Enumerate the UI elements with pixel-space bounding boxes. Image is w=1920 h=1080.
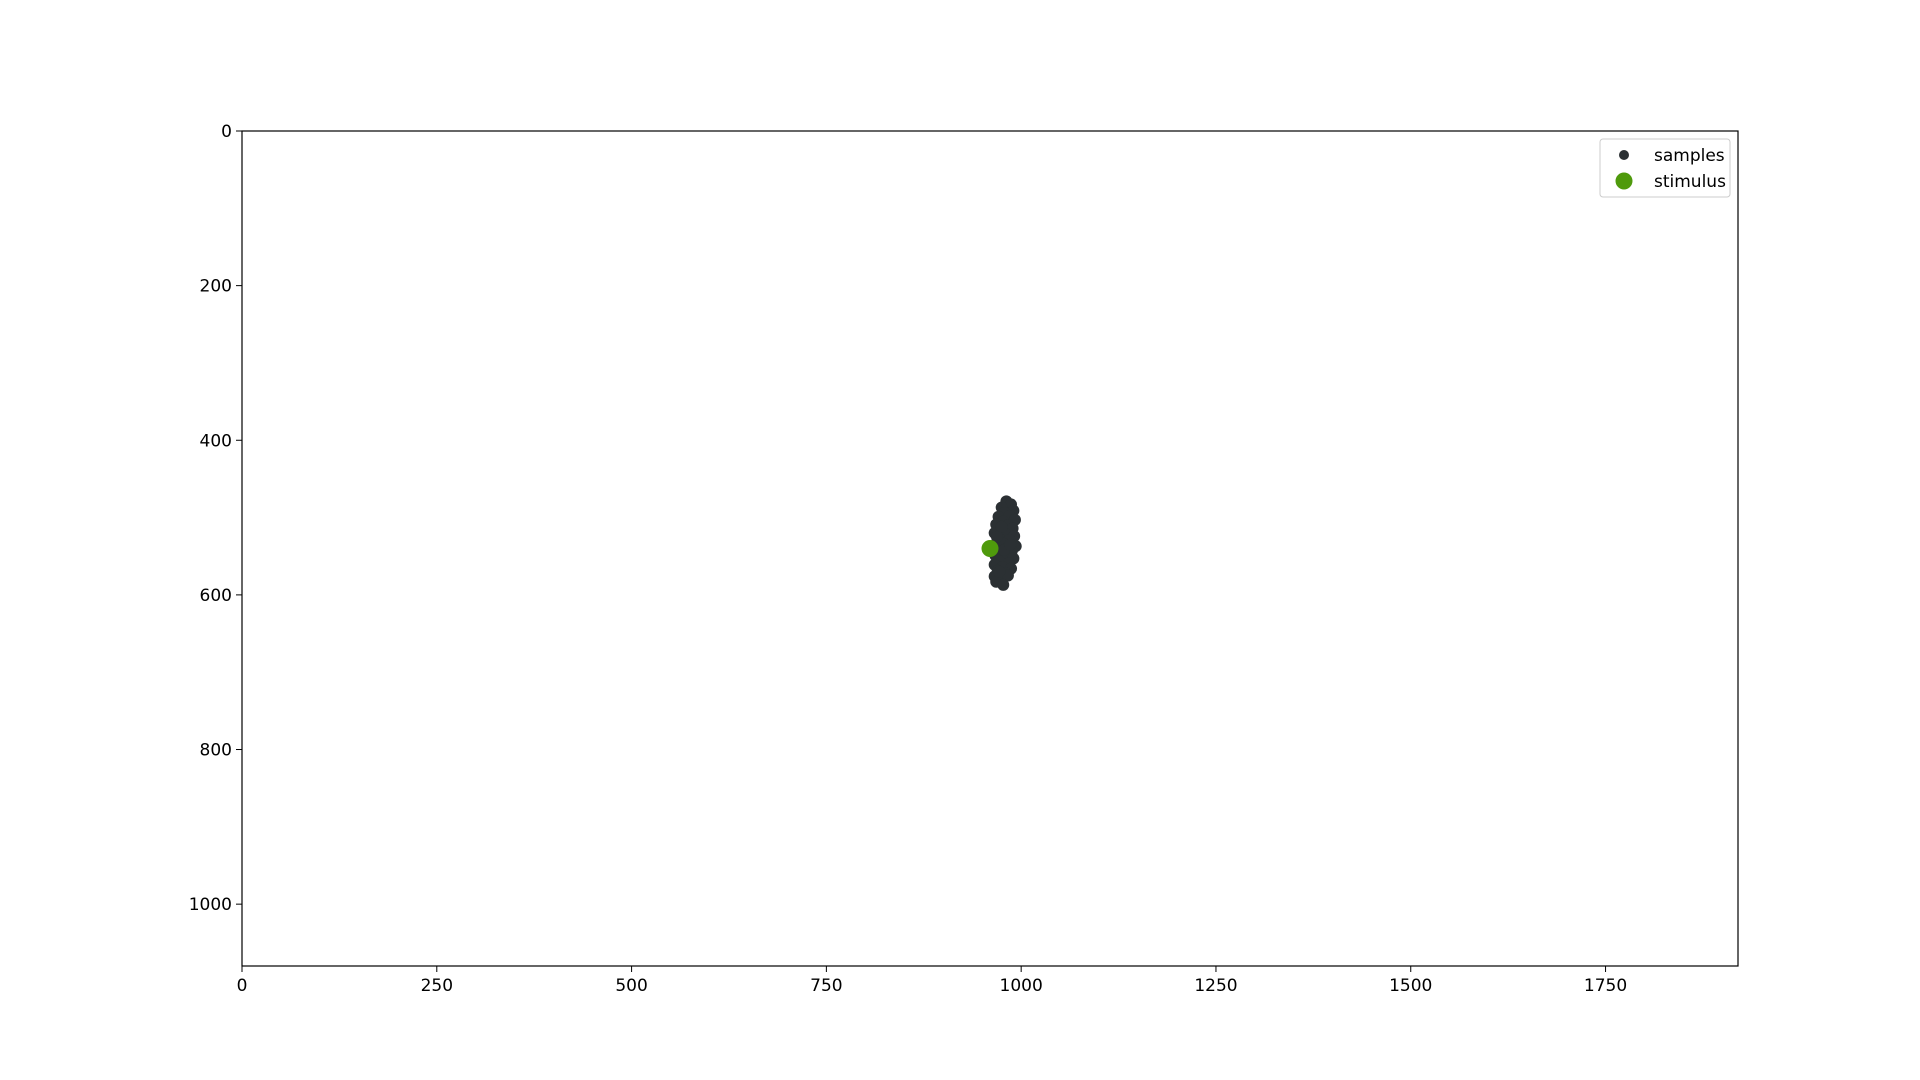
x-tick-label: 750	[810, 976, 842, 996]
legend-label-samples: samples	[1654, 146, 1725, 166]
y-tick-label: 600	[200, 586, 232, 606]
sample-point	[995, 520, 1008, 533]
x-tick-label: 0	[237, 976, 248, 996]
stimulus-point	[981, 540, 999, 557]
legend-box	[1599, 138, 1731, 198]
y-tick-label: 400	[200, 431, 232, 451]
x-tick-label: 1250	[1194, 976, 1237, 996]
legend-marker-stimulus	[1615, 172, 1633, 190]
y-axis: 0 200 400 600 800 1000	[189, 122, 242, 915]
y-tick-label: 200	[200, 277, 232, 297]
sample-point	[1004, 538, 1017, 551]
sample-point	[993, 565, 1006, 578]
legend-label-stimulus: stimulus	[1654, 172, 1726, 192]
legend-marker-samples	[1619, 150, 1629, 160]
x-axis: 0 250 500 750 1000 1250 1500 1750	[237, 966, 1627, 996]
x-tick-label: 250	[421, 976, 453, 996]
axes-frame	[241, 130, 1739, 967]
y-tick-label: 1000	[189, 895, 232, 915]
plot-area	[981, 495, 1022, 591]
y-tick-label: 800	[200, 741, 232, 761]
x-tick-label: 1500	[1389, 976, 1432, 996]
sample-point	[991, 530, 1004, 543]
legend: samples stimulus	[1599, 138, 1731, 198]
sample-point	[997, 578, 1010, 591]
x-tick-label: 500	[615, 976, 647, 996]
x-tick-label: 1000	[1000, 976, 1043, 996]
y-tick-label: 0	[221, 122, 232, 142]
x-tick-label: 1750	[1584, 976, 1627, 996]
